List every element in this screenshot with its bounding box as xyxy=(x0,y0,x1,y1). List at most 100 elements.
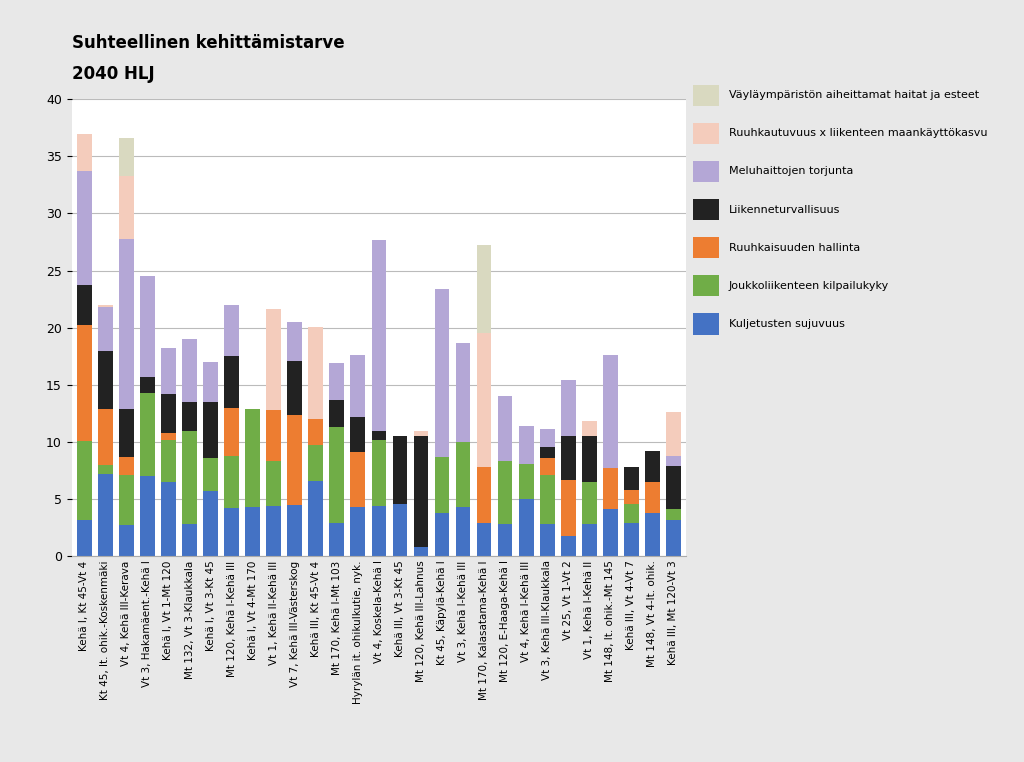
Bar xyxy=(645,482,659,513)
Bar xyxy=(246,408,260,507)
Bar xyxy=(140,376,155,393)
Bar xyxy=(266,506,281,556)
Bar xyxy=(119,456,134,475)
Text: Väyläympäristön aiheittamat haitat ja esteet: Väyläympäristön aiheittamat haitat ja es… xyxy=(729,90,979,101)
Bar xyxy=(266,309,281,410)
Bar xyxy=(666,466,681,509)
Bar xyxy=(477,467,492,523)
Bar xyxy=(224,508,239,556)
Text: 2040 HLJ: 2040 HLJ xyxy=(72,65,155,83)
Bar xyxy=(161,433,176,440)
Bar xyxy=(182,431,197,524)
Bar xyxy=(119,239,134,408)
Bar xyxy=(456,442,470,507)
Bar xyxy=(350,355,366,417)
Bar xyxy=(498,524,512,556)
Bar xyxy=(372,506,386,556)
FancyBboxPatch shape xyxy=(692,237,719,258)
Bar xyxy=(372,431,386,440)
Bar xyxy=(308,326,324,419)
Bar xyxy=(182,339,197,402)
Bar xyxy=(645,513,659,556)
FancyBboxPatch shape xyxy=(692,199,719,220)
Bar xyxy=(140,276,155,376)
Bar xyxy=(624,467,639,490)
Bar xyxy=(666,509,681,520)
Bar xyxy=(161,348,176,394)
Text: Joukkoliikenteen kilpailukyky: Joukkoliikenteen kilpailukyky xyxy=(729,280,889,291)
Bar xyxy=(330,427,344,523)
Bar xyxy=(224,408,239,456)
Bar xyxy=(434,289,450,457)
Text: Kuljetusten sujuvuus: Kuljetusten sujuvuus xyxy=(729,319,845,329)
Bar xyxy=(477,334,492,467)
Bar xyxy=(98,474,113,556)
Bar xyxy=(203,402,218,458)
Bar xyxy=(246,507,260,556)
Bar xyxy=(77,285,92,325)
Bar xyxy=(372,239,386,431)
Bar xyxy=(434,513,450,556)
Bar xyxy=(98,465,113,474)
Text: Ruuhkautuvuus x liikenteen maankäyttökasvu: Ruuhkautuvuus x liikenteen maankäyttökas… xyxy=(729,128,987,139)
Bar xyxy=(119,175,134,239)
Bar xyxy=(498,396,512,461)
Bar xyxy=(519,499,534,556)
Bar xyxy=(266,410,281,461)
Bar xyxy=(98,307,113,351)
Bar xyxy=(203,458,218,491)
Bar xyxy=(603,355,617,468)
Bar xyxy=(140,476,155,556)
Bar xyxy=(77,134,92,171)
Bar xyxy=(540,447,555,458)
Bar xyxy=(456,342,470,442)
Bar xyxy=(666,456,681,466)
Bar xyxy=(561,380,575,436)
Bar xyxy=(456,507,470,556)
Bar xyxy=(224,356,239,408)
Bar xyxy=(308,481,324,556)
Bar xyxy=(540,475,555,524)
FancyBboxPatch shape xyxy=(692,161,719,182)
Bar xyxy=(519,463,534,499)
FancyBboxPatch shape xyxy=(692,123,719,144)
Bar xyxy=(477,523,492,556)
Bar xyxy=(98,351,113,408)
Bar xyxy=(645,451,659,482)
Bar xyxy=(308,419,324,445)
Bar xyxy=(266,461,281,506)
Bar xyxy=(77,325,92,440)
Bar xyxy=(414,436,428,547)
FancyBboxPatch shape xyxy=(692,313,719,335)
Text: Liikenneturvallisuus: Liikenneturvallisuus xyxy=(729,204,840,215)
Bar xyxy=(77,440,92,520)
Bar xyxy=(603,509,617,556)
Bar xyxy=(624,523,639,556)
Bar xyxy=(540,524,555,556)
Bar xyxy=(392,436,408,504)
Bar xyxy=(498,462,512,524)
Bar xyxy=(182,402,197,431)
Bar xyxy=(372,440,386,506)
Bar xyxy=(140,393,155,476)
Text: Suhteellinen kehittämistarve: Suhteellinen kehittämistarve xyxy=(72,34,344,53)
Bar xyxy=(330,363,344,399)
Bar xyxy=(288,415,302,504)
Bar xyxy=(224,305,239,357)
Bar xyxy=(288,361,302,415)
Bar xyxy=(182,524,197,556)
Bar xyxy=(161,394,176,433)
Bar xyxy=(519,426,534,463)
Bar xyxy=(561,436,575,480)
Bar xyxy=(119,475,134,526)
Bar xyxy=(582,421,597,436)
Bar xyxy=(666,412,681,456)
Text: Ruuhkaisuuden hallinta: Ruuhkaisuuden hallinta xyxy=(729,242,860,253)
Bar xyxy=(98,305,113,307)
Bar xyxy=(77,520,92,556)
Bar xyxy=(624,504,639,523)
Bar xyxy=(161,482,176,556)
Bar xyxy=(350,417,366,453)
Bar xyxy=(203,362,218,402)
Bar xyxy=(119,138,134,175)
